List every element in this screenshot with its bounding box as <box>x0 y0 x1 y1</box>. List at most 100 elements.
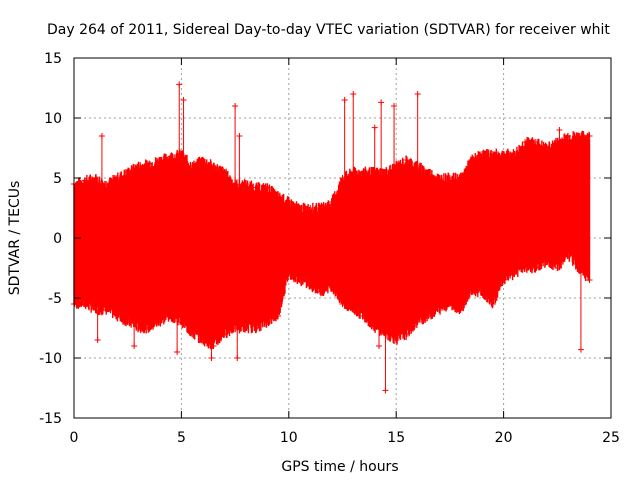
data-point-marker <box>479 151 486 157</box>
data-point-marker <box>500 277 507 283</box>
data-point-marker <box>275 313 282 319</box>
x-tick-label: 0 <box>70 430 79 446</box>
axis-ticks: 0 5 10 15 20 25 -15 -10 -5 0 5 10 15 <box>39 51 620 446</box>
y-tick-label: 0 <box>53 231 62 247</box>
data-point-marker <box>253 325 260 331</box>
data-point-marker <box>285 199 292 205</box>
spike-point-marker <box>345 283 352 289</box>
data-point-marker <box>275 193 282 199</box>
y-tick-label: 15 <box>44 51 62 67</box>
data-point-marker <box>425 169 432 175</box>
data-point-marker <box>468 157 475 163</box>
data-point-marker <box>221 169 228 175</box>
data-point-marker <box>296 205 303 211</box>
x-tick-label: 25 <box>602 430 620 446</box>
data-point-marker <box>360 313 367 319</box>
data-point-marker <box>285 271 292 277</box>
spike-point-marker <box>577 346 584 353</box>
data-point-marker <box>189 331 196 337</box>
spike-point-marker <box>180 97 187 103</box>
data-point-marker <box>221 331 228 337</box>
spike-point-marker <box>234 355 241 361</box>
data-point-marker <box>393 337 400 343</box>
data-series <box>71 81 593 394</box>
spike-point-marker <box>391 103 398 109</box>
data-point-marker <box>532 265 539 271</box>
y-tick-label: -10 <box>39 351 62 367</box>
y-axis-title: SDTVAR / TECUs <box>7 181 23 296</box>
data-point-marker <box>167 153 174 160</box>
data-point-marker <box>565 133 572 139</box>
spike-point-marker <box>341 97 348 103</box>
data-point-marker <box>468 289 475 295</box>
data-point-marker <box>339 175 346 181</box>
data-point-marker <box>81 301 88 307</box>
data-point-marker <box>307 283 314 289</box>
y-tick-label: -5 <box>48 291 62 307</box>
data-point-marker <box>436 175 443 181</box>
data-point-marker <box>146 325 153 331</box>
data-point-marker <box>264 184 271 191</box>
spike-point-marker <box>584 133 591 139</box>
data-point-marker <box>242 181 249 187</box>
data-point-marker <box>382 169 389 175</box>
spike-point-marker <box>94 337 101 343</box>
data-point-marker <box>457 175 464 181</box>
data-point-marker <box>103 307 110 313</box>
data-point-marker <box>156 319 163 325</box>
spike-point-marker <box>371 124 378 131</box>
data-point-marker <box>511 271 518 277</box>
spike-point-marker <box>98 133 105 139</box>
data-point-marker <box>446 175 453 181</box>
data-point-marker <box>328 199 335 205</box>
data-point-marker <box>328 283 335 289</box>
spike-point-marker <box>378 99 385 106</box>
data-point-marker <box>113 175 120 181</box>
data-point-marker <box>425 313 432 319</box>
spike-point-marker <box>176 81 183 88</box>
data-point-marker <box>199 157 206 163</box>
data-point-marker <box>457 307 464 313</box>
data-point-marker <box>253 184 260 191</box>
data-point-marker <box>575 265 582 271</box>
data-point-marker <box>103 181 110 187</box>
y-tick-label: 5 <box>53 171 62 187</box>
data-point-marker <box>124 169 131 175</box>
data-point-marker <box>81 177 88 184</box>
spike-point-marker <box>556 127 563 133</box>
data-point-marker <box>554 139 561 145</box>
x-axis-title: GPS time / hours <box>281 459 398 475</box>
data-point-marker <box>178 319 185 325</box>
data-point-marker <box>242 325 249 331</box>
y-tick-label: 10 <box>44 111 62 127</box>
data-point-marker <box>350 307 357 313</box>
data-point-marker <box>318 289 325 295</box>
x-tick-label: 10 <box>280 430 298 446</box>
data-point-marker <box>446 301 453 307</box>
x-tick-label: 20 <box>495 430 513 446</box>
spike-point-marker <box>376 343 383 349</box>
data-point-marker <box>479 289 486 295</box>
data-point-marker <box>489 151 496 157</box>
data-point-marker <box>565 253 572 259</box>
spike-point-marker <box>131 343 138 349</box>
spike-point-marker <box>414 91 421 97</box>
chart-title: Day 264 of 2011, Sidereal Day-to-day VTE… <box>47 22 610 38</box>
spike-point-marker <box>174 349 181 355</box>
data-point-marker <box>543 259 550 265</box>
data-point-marker <box>522 139 529 145</box>
spike-point-marker <box>382 387 389 394</box>
data-point-marker <box>264 319 271 325</box>
data-point-marker <box>554 265 561 271</box>
data-point-marker <box>318 205 325 211</box>
data-point-marker <box>113 313 120 319</box>
data-point-marker <box>522 265 529 271</box>
spike-point-marker <box>350 91 357 97</box>
data-point-marker <box>135 163 142 169</box>
data-point-marker <box>436 307 443 313</box>
data-point-marker <box>167 313 174 319</box>
x-tick-label: 15 <box>387 430 405 446</box>
spike-point-marker <box>236 133 243 139</box>
data-point-marker <box>575 133 582 139</box>
data-point-marker <box>124 319 131 325</box>
